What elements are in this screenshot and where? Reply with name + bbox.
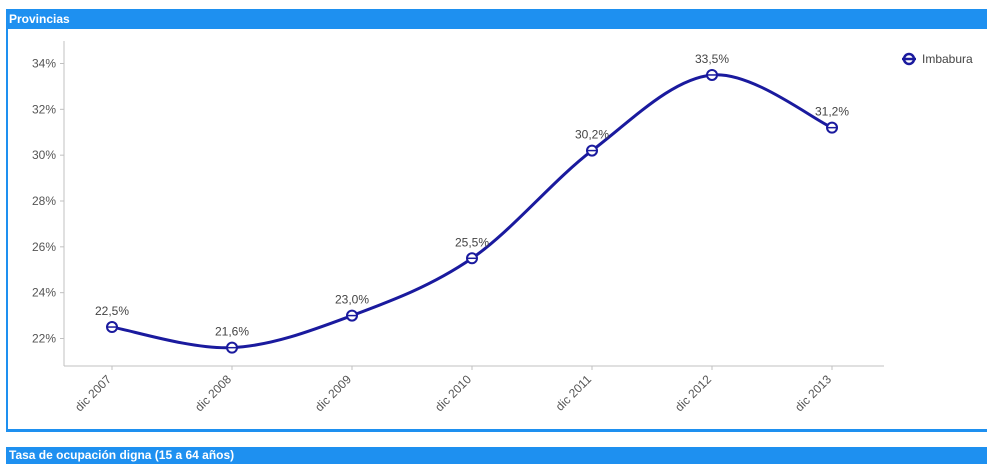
data-label: 33,5% [695, 52, 729, 66]
legend-label-imbabura: Imbabura [922, 52, 973, 66]
data-label: 25,5% [455, 235, 489, 249]
x-tick-label: dic 2010 [432, 372, 474, 414]
y-tick-label: 22% [32, 332, 56, 346]
x-tick-label: dic 2009 [312, 372, 354, 414]
data-label: 21,6% [215, 325, 249, 339]
y-tick-label: 24% [32, 286, 56, 300]
y-tick-label: 28% [32, 194, 56, 208]
x-tick-label: dic 2007 [72, 372, 114, 414]
y-tick-label: 26% [32, 240, 56, 254]
y-tick-label: 30% [32, 148, 56, 162]
y-tick-label: 32% [32, 102, 56, 116]
data-label: 31,2% [815, 105, 849, 119]
series-line-imbabura [111, 73, 833, 350]
x-tick-label: dic 2013 [792, 372, 834, 414]
x-tick-label: dic 2012 [672, 372, 714, 414]
data-label: 22,5% [95, 304, 129, 318]
data-label: 23,0% [335, 293, 369, 307]
panel-title-2: Tasa de ocupación digna (15 a 64 años) [9, 448, 235, 462]
data-label: 30,2% [575, 128, 609, 142]
y-tick-label: 34% [32, 57, 56, 71]
panel-header-provincias: Provincias [6, 9, 987, 29]
panel-title: Provincias [9, 12, 70, 26]
x-tick-label: dic 2011 [553, 372, 595, 414]
x-tick-label: dic 2008 [192, 372, 234, 414]
panel-header-tasa[interactable]: Tasa de ocupación digna (15 a 64 años) [6, 447, 987, 464]
line-chart: 22% 24% 26% 28% 30% 32% 34% dic 2007 dic 2008 dic… [32, 41, 973, 414]
chart-panel: 22% 24% 26% 28% 30% 32% 34% dic 2007 dic 2008 dic… [6, 29, 987, 432]
